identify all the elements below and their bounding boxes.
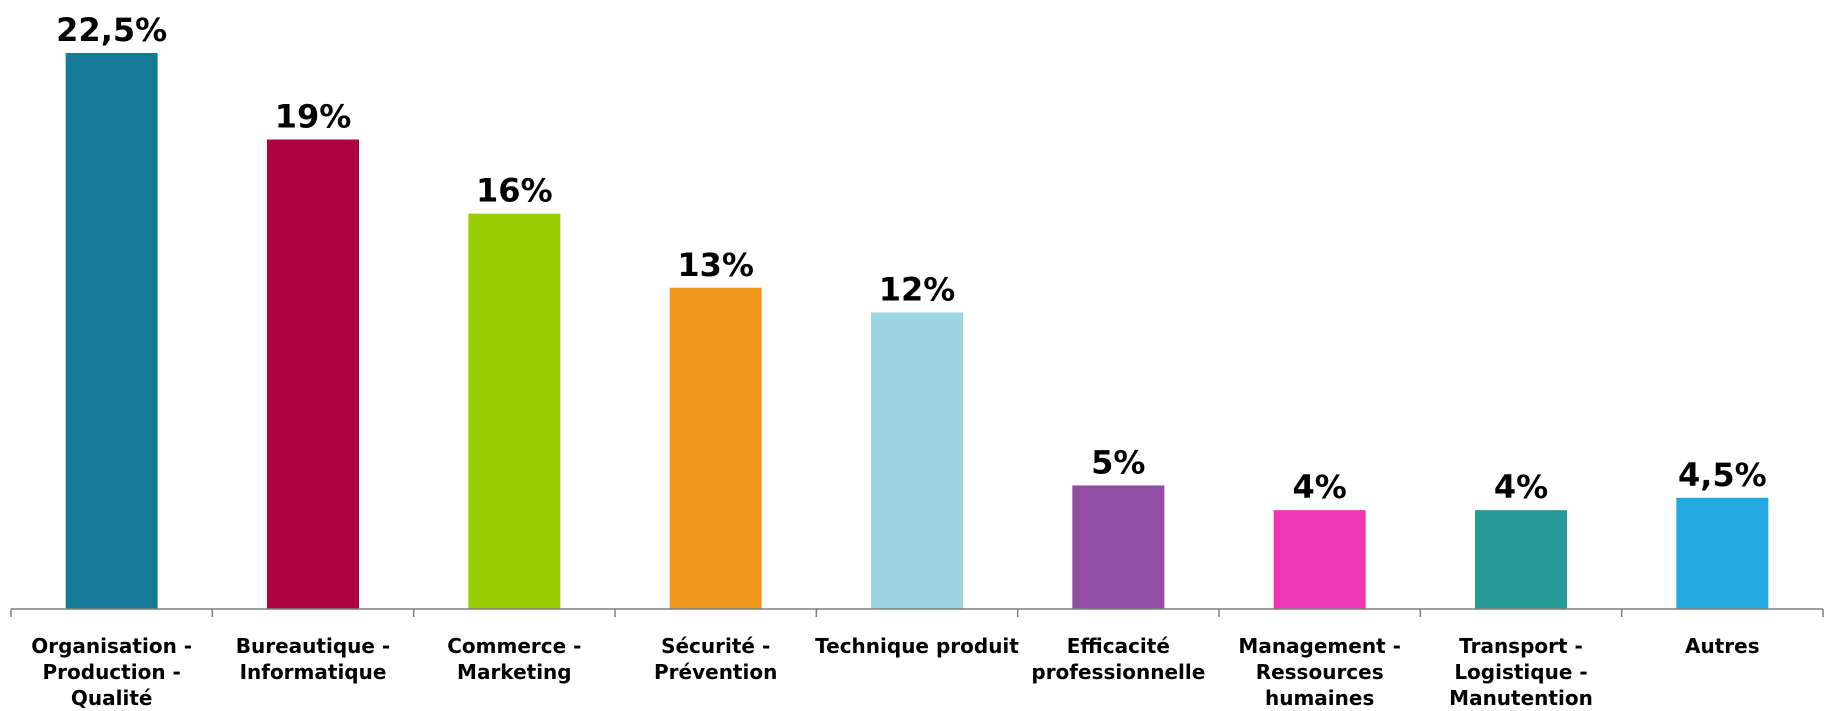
category-label: Organisation -Production -Qualité: [31, 634, 192, 710]
category-label-line: Qualité: [71, 686, 153, 710]
bar: [669, 287, 762, 609]
category-label-line: Organisation -: [31, 634, 192, 658]
category-label: Commerce -Marketing: [447, 634, 581, 684]
category-label: Efficacité professionnelle: [1031, 634, 1205, 684]
category-label: Management -Ressources humaines: [1238, 634, 1400, 710]
value-labels-group: 22,5% 19% 16% 13% 12% 5% 4% 4% 4,5%: [56, 11, 1767, 506]
bar-value-label: 4,5%: [1678, 456, 1767, 494]
category-label: Bureautique -Informatique: [236, 634, 390, 684]
category-label-line: Ressources: [1256, 660, 1384, 684]
category-label-line: Production -: [42, 660, 180, 684]
category-label-line: Manutention: [1449, 686, 1593, 710]
bar-value-label: 5%: [1091, 443, 1145, 481]
bar-value-label: 12%: [879, 270, 956, 308]
category-label-line: Management -: [1238, 634, 1400, 658]
bar-value-label: 4%: [1494, 468, 1548, 506]
category-label-line: Sécurité -: [661, 634, 770, 658]
bar: [1072, 485, 1165, 609]
category-label-line: professionnelle: [1031, 660, 1205, 684]
bar: [468, 213, 561, 609]
bar: [871, 312, 963, 609]
category-label: Sécurité -Prévention: [654, 634, 777, 684]
category-label-line: Technique produit: [815, 634, 1019, 658]
bar: [1475, 510, 1567, 609]
bar: [267, 139, 359, 609]
bar: [1273, 510, 1366, 609]
bar-value-label: 4%: [1293, 468, 1347, 506]
category-label: Transport -Logistique -Manutention: [1449, 634, 1593, 710]
category-label-line: Efficacité: [1067, 634, 1170, 658]
bar: [65, 53, 158, 609]
bar-value-label: 22,5%: [56, 11, 167, 49]
category-label: Technique produit: [815, 634, 1019, 658]
category-label-line: Bureautique -: [236, 634, 390, 658]
category-label-line: Marketing: [457, 660, 572, 684]
category-labels-group: Organisation -Production -Qualité Bureaut…: [31, 634, 1759, 710]
bar: [1676, 497, 1769, 609]
category-label-line: Commerce -: [447, 634, 581, 658]
bar-value-label: 19%: [275, 97, 352, 135]
category-label-line: humaines: [1265, 686, 1374, 710]
bar-value-label: 13%: [677, 246, 754, 284]
category-label-line: Prévention: [654, 660, 777, 684]
category-label-line: Transport -: [1459, 634, 1583, 658]
category-label-line: Logistique -: [1454, 660, 1587, 684]
bars-group: [65, 53, 1769, 609]
bar-value-label: 16%: [476, 172, 553, 210]
category-label: Autres: [1685, 634, 1760, 658]
category-label-line: Informatique: [240, 660, 387, 684]
x-axis: [10, 608, 1824, 617]
category-label-line: Autres: [1685, 634, 1760, 658]
